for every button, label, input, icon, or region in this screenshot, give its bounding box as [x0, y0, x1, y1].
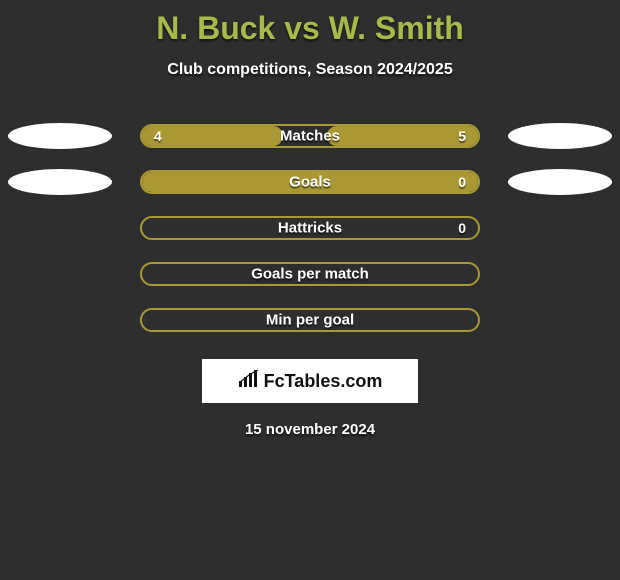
stat-label: Hattricks: [278, 220, 342, 237]
comparison-infographic: N. Buck vs W. Smith Club competitions, S…: [0, 0, 620, 438]
bar-track: 0 Hattricks: [140, 216, 480, 240]
bar-track: 4 5 Matches: [140, 124, 480, 148]
bar-fill-right: [327, 126, 478, 146]
bar-track: 0 Goals: [140, 170, 480, 194]
page-subtitle: Club competitions, Season 2024/2025: [167, 61, 452, 79]
stat-value-left: 4: [154, 128, 162, 144]
date-line: 15 november 2024: [245, 421, 375, 438]
stat-rows: 4 5 Matches 0 Goals 0 Hattricks Goals per match…: [0, 113, 620, 343]
bar-fill-left: [142, 126, 283, 146]
player-right-badge: [508, 123, 612, 149]
brand-label: FcTables.com: [264, 371, 383, 392]
player-left-badge: [8, 169, 112, 195]
stat-label: Min per goal: [266, 312, 354, 329]
stat-label: Matches: [280, 128, 340, 145]
stat-row: Min per goal: [0, 297, 620, 343]
brand-box: FcTables.com: [202, 359, 418, 403]
stat-label: Goals: [289, 174, 331, 191]
page-title: N. Buck vs W. Smith: [156, 10, 464, 47]
stat-value-right: 0: [458, 174, 466, 190]
player-left-badge: [8, 123, 112, 149]
stat-value-right: 0: [458, 220, 466, 236]
bar-chart-icon: [238, 369, 260, 394]
stat-value-right: 5: [458, 128, 466, 144]
stat-row: Goals per match: [0, 251, 620, 297]
stat-label: Goals per match: [251, 266, 369, 283]
player-right-badge: [508, 169, 612, 195]
bar-track: Min per goal: [140, 308, 480, 332]
bar-track: Goals per match: [140, 262, 480, 286]
stat-row: 4 5 Matches: [0, 113, 620, 159]
stat-row: 0 Goals: [0, 159, 620, 205]
stat-row: 0 Hattricks: [0, 205, 620, 251]
